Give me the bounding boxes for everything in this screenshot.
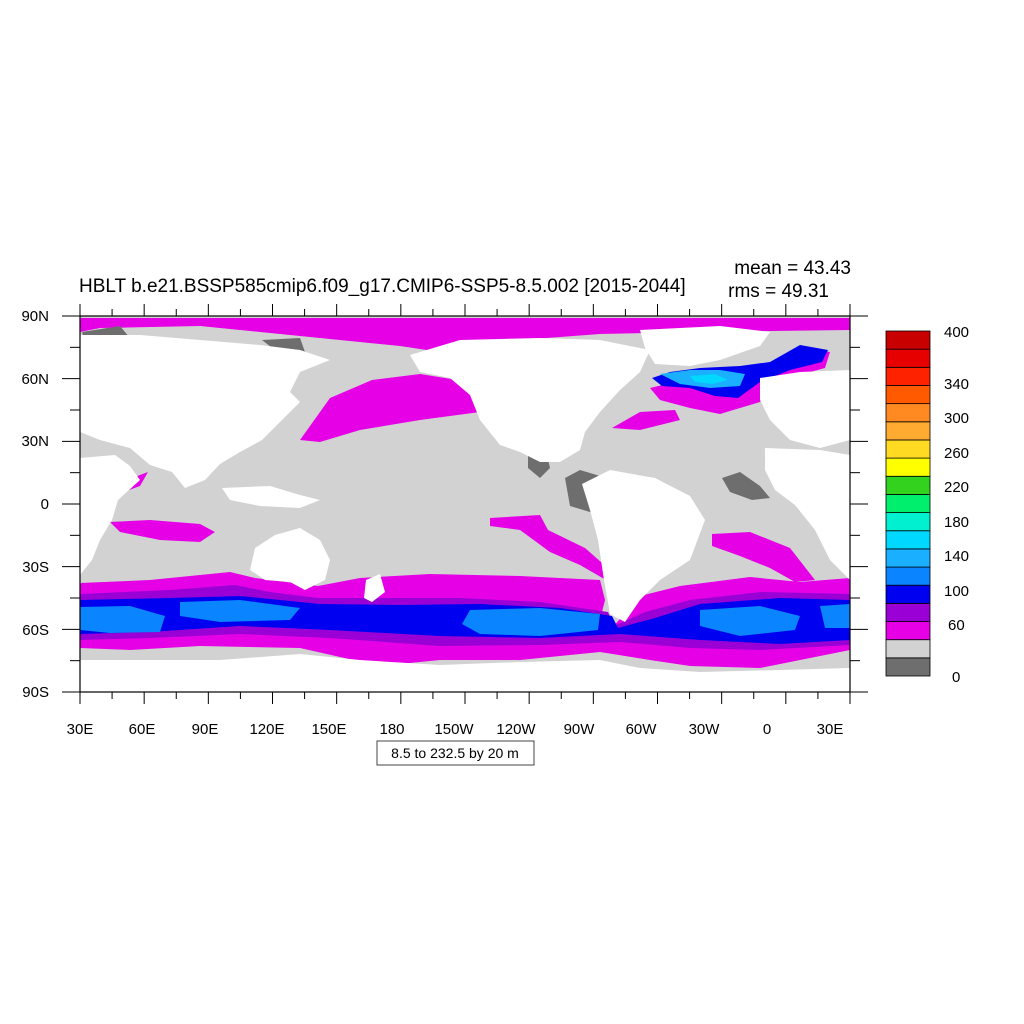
southern-ocean-lightblue-band [80, 606, 165, 633]
new-zealand-land [364, 574, 385, 602]
colorbar-swatch [885, 639, 931, 659]
lon-label: 0 [763, 721, 771, 738]
lat-label: 90N [21, 308, 49, 325]
colorbar-swatch [885, 457, 931, 477]
colorbar-swatch [885, 439, 931, 459]
colorbar-swatch [885, 602, 931, 622]
lat-label: 30N [21, 433, 49, 450]
contour-info-text: 8.5 to 232.5 by 20 m [391, 745, 519, 761]
west-africa-land [765, 448, 850, 580]
lon-label: 120E [249, 721, 284, 738]
indian-ocean-magenta-band [110, 520, 215, 542]
lat-label: 60N [21, 371, 49, 388]
colorbar-swatch [885, 348, 931, 368]
colorbar-swatch [885, 621, 931, 641]
latitude-labels: 90N 60N 30N 0 30S 60S 90S [21, 308, 49, 701]
australia-land [250, 528, 330, 590]
colorbar-label: 60 [948, 617, 965, 634]
contour-info-box: 8.5 to 232.5 by 20 m [376, 740, 535, 766]
colorbar-swatch [885, 475, 931, 495]
lat-label: 90S [22, 684, 49, 701]
southern-ocean-lightblue-band [700, 606, 800, 636]
lat-label: 60S [22, 622, 49, 639]
north-america-land [410, 338, 650, 462]
southern-ocean-lightblue-band [820, 604, 850, 628]
colorbar-label: 140 [944, 548, 969, 565]
north-pacific-magenta-region [300, 374, 490, 442]
colorbar-label: 400 [944, 324, 969, 341]
colorbar-swatch [885, 548, 931, 568]
colorbar-labels: 400 340 300 260 220 180 140 100 60 0 [944, 324, 969, 686]
antarctica-land [80, 654, 850, 692]
colorbar-label: 340 [944, 376, 969, 393]
colorbar-label: 180 [944, 514, 969, 531]
lon-label: 90E [192, 721, 219, 738]
colorbar-label: 220 [944, 479, 969, 496]
colorbar-swatch [885, 494, 931, 513]
colorbar-swatch [885, 657, 931, 677]
southern-ocean-lightblue-band [462, 608, 600, 636]
eurasia-land [80, 335, 330, 488]
colorbar-swatch [885, 421, 931, 441]
southern-ocean-lightblue-band [180, 600, 300, 622]
colorbar-swatch [885, 530, 931, 550]
lon-label: 60W [626, 721, 658, 738]
lon-label: 30E [817, 721, 844, 738]
lon-label: 180 [379, 721, 404, 738]
colorbar-swatch [885, 566, 931, 586]
south-atlantic-magenta-band [712, 532, 815, 582]
africa-land [80, 455, 140, 575]
zero-value-patch [722, 472, 770, 500]
arctic-magenta-region [80, 318, 850, 352]
axis-ticks [62, 304, 868, 704]
longitude-labels: 30E 60E 90E 120E 150E 180 150W 120W 90W … [67, 721, 844, 738]
map-plot: 90N 60N 30N 0 30S 60S 90S 30E 60E 90E 12… [21, 304, 868, 738]
lon-label: 30E [67, 721, 94, 738]
land-masses [80, 326, 850, 692]
indonesia-land [222, 486, 320, 508]
colorbar-label: 300 [944, 410, 969, 427]
colorbar-label: 260 [944, 445, 969, 462]
south-america-land [582, 470, 705, 622]
colorbar-label: 0 [952, 669, 960, 686]
lon-label: 120W [496, 721, 536, 738]
lat-label: 30S [22, 559, 49, 576]
colorbar-swatch [885, 385, 931, 405]
map-title: HBLT b.e21.BSSP585cmip6.f09_g17.CMIP6-SS… [79, 276, 686, 297]
lon-label: 150W [434, 721, 474, 738]
south-pacific-magenta-band [490, 515, 610, 580]
lon-label: 30W [689, 721, 721, 738]
europe-land [760, 370, 850, 448]
colorbar-swatch [885, 512, 931, 532]
colorbar-swatch [885, 330, 931, 350]
lon-label: 60E [129, 721, 156, 738]
colorbar-label: 100 [944, 583, 969, 600]
rms-stat: rms = 49.31 [728, 281, 829, 302]
lon-label: 150E [311, 721, 346, 738]
colorbar [885, 330, 931, 677]
greenland-land [640, 326, 770, 366]
colorbar-swatch [885, 403, 931, 423]
lat-label: 0 [41, 496, 49, 513]
colorbar-swatch [885, 584, 931, 604]
north-atlantic-magenta-region [612, 410, 680, 430]
mean-stat: mean = 43.43 [734, 258, 851, 279]
lon-label: 90W [564, 721, 596, 738]
colorbar-swatch [885, 366, 931, 386]
labrador-sea-cyan-region [690, 374, 728, 384]
